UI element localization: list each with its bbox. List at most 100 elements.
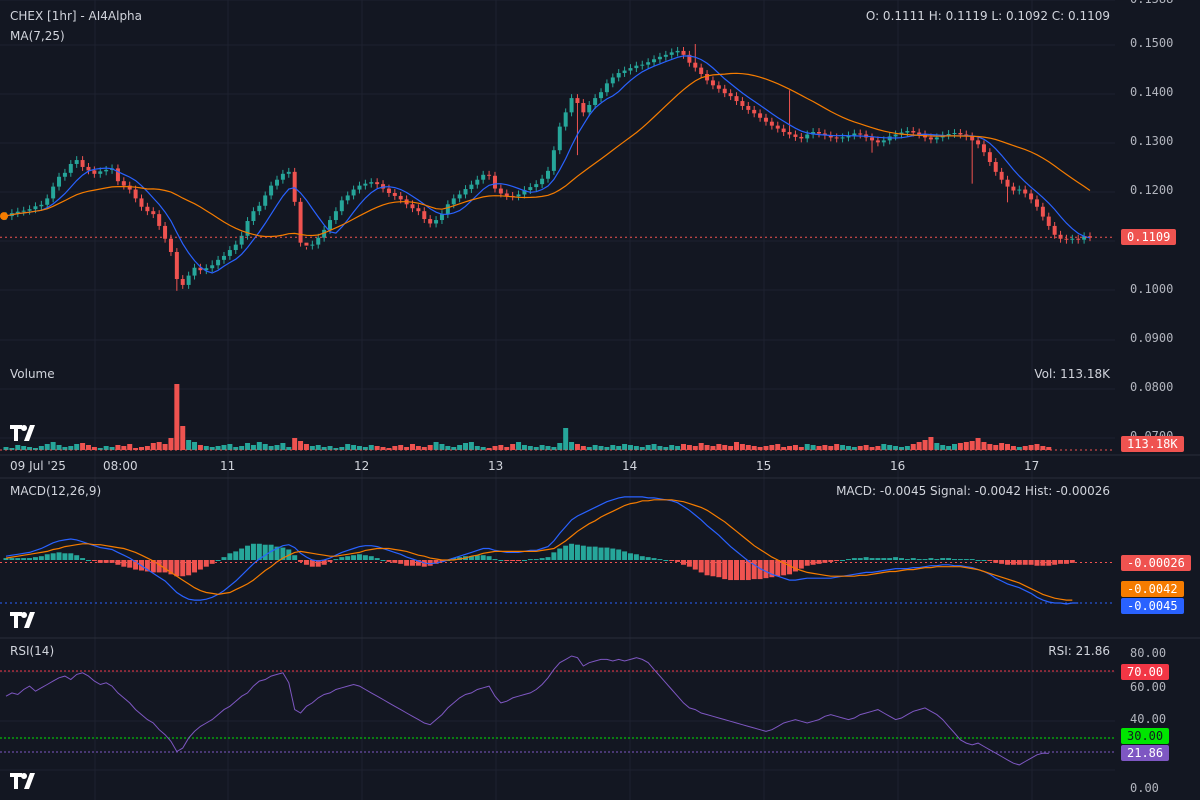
candle-body (157, 214, 162, 226)
volume-bar (716, 444, 722, 450)
candle-body (333, 211, 338, 221)
macd-tag: -0.0045 (1121, 598, 1184, 614)
volume-bar (203, 446, 209, 450)
volume-bar (233, 447, 239, 450)
candle-body (528, 187, 533, 191)
macd-hist-bar (775, 560, 781, 577)
macd-hist-bar (174, 560, 180, 577)
candle-body (1046, 216, 1051, 226)
macd-hist-bar (975, 560, 981, 561)
candle-body (104, 169, 109, 172)
macd-hist-bar (604, 547, 610, 560)
x-tick-label: 14 (622, 459, 638, 473)
macd-hist-bar (44, 554, 50, 560)
volume-bar (704, 445, 710, 450)
candle-body (386, 188, 391, 193)
candle-body (769, 121, 774, 126)
macd-hist-bar (356, 554, 362, 560)
macd-hist-bar (15, 558, 21, 560)
macd-hist-bar (368, 556, 374, 560)
volume-bar (486, 448, 492, 450)
ma7-line (5, 55, 1091, 274)
macd-hist-bar (333, 559, 339, 561)
volume-bar (551, 447, 557, 450)
macd-hist-bar (1063, 560, 1069, 564)
volume-bar (616, 446, 622, 450)
macd-hist-bar (710, 560, 716, 577)
volume-bar (303, 444, 309, 450)
volume-bar (351, 445, 357, 450)
macd-hist-bar (415, 560, 421, 566)
candle-body (946, 133, 951, 136)
macd-hist-bar (21, 558, 27, 560)
volume-bar (787, 446, 793, 450)
volume-bar (940, 445, 946, 450)
macd-hist-bar (869, 558, 875, 560)
macd-hist-bar (280, 547, 286, 560)
volume-bar (810, 445, 816, 450)
candle-body (799, 136, 804, 139)
x-tick-label: 08:00 (103, 459, 138, 473)
price-tick-label: 0.1588 (1130, 0, 1173, 6)
price-tick-label: 0.1500 (1130, 36, 1174, 50)
volume-label: Volume (10, 367, 55, 381)
candle-body (557, 126, 562, 151)
macd-hist-bar (934, 559, 940, 561)
macd-hist-bar (916, 559, 922, 561)
candle-body (151, 211, 156, 215)
macd-hist-bar (745, 560, 751, 581)
candle-body (322, 229, 327, 238)
macd-hist-bar (268, 544, 274, 560)
macd-hist-bar (922, 559, 928, 561)
macd-hist-bar (9, 558, 15, 560)
macd-hist-bar (85, 560, 91, 561)
volume-bar (1010, 446, 1016, 450)
macd-hist-bar (209, 560, 215, 564)
macd-hist-bar (904, 559, 910, 561)
candle-body (728, 93, 733, 97)
macd-hist-bar (857, 558, 863, 560)
candle-body (934, 137, 939, 140)
macd-hist-bar (498, 560, 504, 561)
candle-body (304, 242, 309, 246)
macd-hist-bar (203, 560, 209, 567)
candle-body (121, 181, 126, 186)
volume-bar (728, 446, 734, 450)
candle-body (145, 206, 150, 212)
tradingview-logo-icon (10, 612, 35, 628)
volume-bar (869, 447, 875, 450)
volume-bar (56, 445, 62, 450)
macd-hist-bar (828, 560, 834, 562)
macd-hist-bar (610, 548, 616, 560)
macd-hist-bar (675, 560, 681, 562)
macd-hist-bar (763, 560, 769, 579)
macd-hist-bar (262, 544, 268, 560)
volume-bar (910, 444, 916, 450)
candle-body (970, 136, 975, 141)
price-tick-label: 0.1000 (1130, 282, 1174, 296)
volume-bar (681, 444, 686, 450)
volume-bar (633, 446, 639, 450)
macd-hist-bar (952, 559, 957, 561)
volume-bar (1040, 446, 1046, 450)
volume-bar (769, 445, 775, 450)
rsi-line (5, 655, 1049, 766)
volume-bar (510, 444, 516, 450)
macd-hist-bar (345, 556, 351, 560)
macd-hist-bar (851, 558, 857, 560)
volume-bar (893, 446, 899, 450)
volume-bar (80, 443, 86, 450)
candle-body (339, 200, 344, 212)
macd-hist-bar (940, 558, 946, 560)
candle-body (463, 189, 468, 195)
macd-hist-bar (651, 558, 657, 560)
macd-hist-bar (698, 560, 704, 573)
macd-hist-bar (245, 545, 251, 560)
candle-body (858, 133, 863, 135)
volume-bar (50, 442, 56, 450)
macd-hist-bar (168, 560, 174, 575)
candle-body (221, 255, 226, 260)
candle-body (292, 171, 297, 202)
volume-bar (739, 444, 745, 450)
